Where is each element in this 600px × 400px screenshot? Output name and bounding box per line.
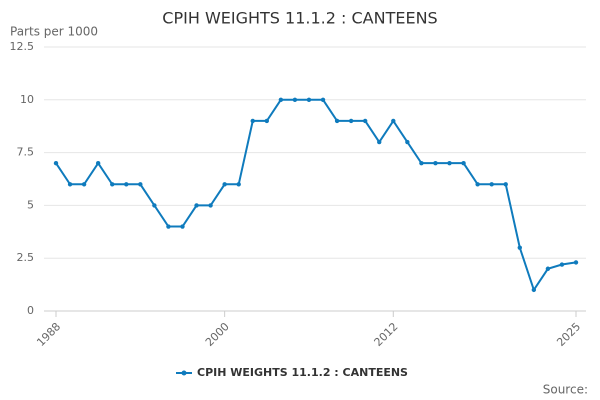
data-point <box>433 160 438 166</box>
y-tick-label: 12.5 <box>10 40 35 53</box>
x-tick-label: 1988 <box>34 320 63 349</box>
x-tick-label: 2025 <box>554 320 583 349</box>
data-point <box>138 182 143 187</box>
data-point <box>489 182 494 187</box>
data-point <box>152 203 157 208</box>
data-point <box>95 160 101 166</box>
data-point <box>334 118 340 124</box>
y-tick-label: 2.5 <box>17 251 35 264</box>
data-point <box>503 182 508 187</box>
data-point <box>222 182 227 187</box>
data-point <box>306 97 312 103</box>
source: Source: <box>543 383 588 397</box>
data-point <box>320 97 326 103</box>
data-point <box>236 182 241 187</box>
data-point <box>405 139 410 145</box>
y-tick-label: 0 <box>27 304 34 317</box>
y-tick-label: 5 <box>27 198 34 211</box>
data-point <box>208 203 213 208</box>
y-tick-label: 7.5 <box>17 146 35 159</box>
data-point <box>166 224 171 229</box>
data-point <box>362 118 368 124</box>
y-axis-label: Parts per 1000 <box>10 25 98 39</box>
data-point <box>545 266 551 271</box>
data-point <box>124 182 129 187</box>
data-point <box>475 182 480 187</box>
data-point <box>110 182 115 187</box>
data-point <box>559 262 565 267</box>
data-point <box>531 287 537 293</box>
data-point <box>517 245 522 250</box>
series-line <box>55 98 577 293</box>
data-point <box>447 160 452 166</box>
data-point <box>461 160 466 166</box>
y-tick-label: 10 <box>20 93 34 106</box>
data-point <box>67 182 73 187</box>
data-point <box>292 97 298 103</box>
data-point <box>250 118 255 124</box>
chart-title: CPIH WEIGHTS 11.1.2 : CANTEENS <box>162 9 437 28</box>
data-point <box>194 203 199 208</box>
data-point <box>573 260 579 265</box>
data-point <box>264 118 270 124</box>
x-tick-label: 2012 <box>372 320 401 349</box>
legend-label: CPIH WEIGHTS 11.1.2 : CANTEENS <box>197 366 408 379</box>
data-point <box>81 182 87 187</box>
data-point <box>419 160 424 166</box>
data-point <box>391 118 396 124</box>
data-point <box>180 224 185 229</box>
data-point <box>53 160 59 166</box>
data-point <box>377 139 382 145</box>
x-tick-label: 2000 <box>203 320 232 349</box>
legend-dot <box>181 370 187 376</box>
data-point <box>348 118 354 124</box>
data-point <box>278 97 284 103</box>
